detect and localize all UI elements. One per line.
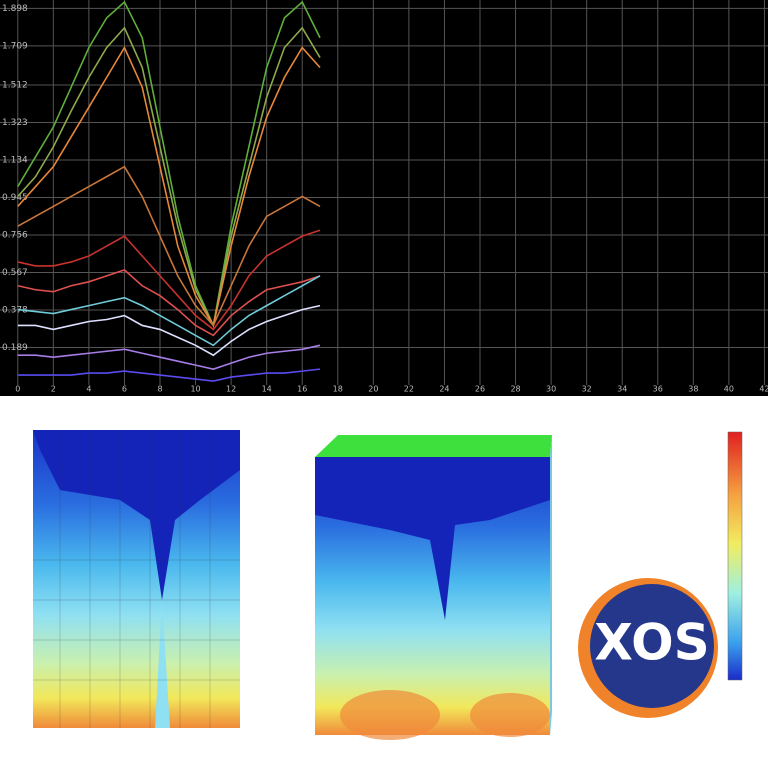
contour-grid	[33, 430, 240, 728]
series-line	[17, 229, 321, 331]
x-tick-label: 34	[617, 385, 627, 394]
x-tick-label: 18	[333, 385, 343, 394]
contour-region	[33, 430, 240, 600]
series-line	[17, 0, 321, 329]
series-line	[17, 45, 321, 328]
x-tick-label: 8	[157, 385, 162, 394]
x-tick-label: 38	[688, 385, 698, 394]
x-tick-label: 24	[439, 385, 449, 394]
y-tick-label: 1.898	[2, 4, 28, 14]
x-tick-label: 2	[51, 385, 56, 394]
y-tick-label: 1.512	[2, 80, 28, 90]
y-tick-label: 0.567	[2, 268, 28, 278]
series-line	[17, 26, 321, 328]
x-tick-label: 22	[404, 385, 414, 394]
contour-region	[155, 600, 170, 728]
y-tick-label: 0.756	[2, 230, 28, 240]
x-tick-label: 0	[15, 385, 20, 394]
logo-disc	[590, 584, 714, 708]
x-tick-label: 20	[368, 385, 378, 394]
y-tick-label: 0.945	[2, 193, 28, 203]
box-side	[550, 435, 552, 735]
contour-hotspot	[340, 690, 440, 740]
y-tick-label: 1.323	[2, 118, 28, 128]
series-line	[17, 165, 321, 327]
box-top	[315, 435, 552, 457]
x-tick-label: 42	[759, 385, 768, 394]
color-bar	[727, 431, 743, 681]
series-line	[17, 304, 321, 357]
y-tick-label: 0.189	[2, 343, 28, 353]
x-tick-label: 40	[724, 385, 734, 394]
series-line	[17, 344, 321, 370]
x-tick-label: 30	[546, 385, 556, 394]
x-tick-label: 32	[582, 385, 592, 394]
x-tick-label: 4	[86, 385, 91, 394]
x-tick-label: 12	[226, 385, 236, 394]
series-line	[17, 275, 321, 347]
x-tick-label: 28	[510, 385, 520, 394]
y-tick-label: 0.378	[2, 305, 28, 315]
logo-text: XOS	[594, 614, 709, 672]
x-tick-label: 6	[122, 385, 127, 394]
contour-hotspot	[470, 693, 550, 737]
series-line	[17, 368, 321, 382]
series-line	[17, 268, 321, 337]
y-tick-label: 1.134	[2, 155, 28, 165]
x-tick-label: 16	[297, 385, 307, 394]
x-tick-label: 36	[653, 385, 663, 394]
x-tick-label: 10	[190, 385, 200, 394]
chart-background	[0, 0, 768, 396]
x-tick-label: 26	[475, 385, 485, 394]
x-tick-label: 14	[262, 385, 272, 394]
contour-region	[315, 457, 550, 620]
y-tick-label: 1.709	[2, 41, 28, 51]
